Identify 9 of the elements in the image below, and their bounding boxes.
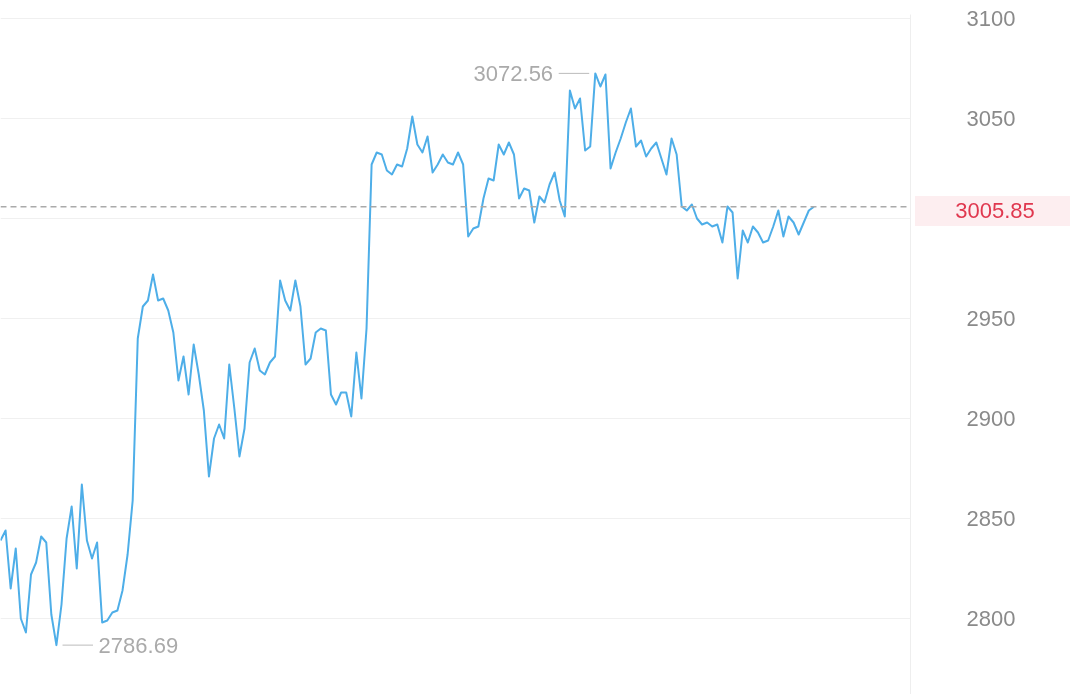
y-tick-label: 3100 — [966, 6, 1016, 31]
y-tick-label: 3050 — [966, 106, 1016, 131]
y-tick-label: 2800 — [966, 606, 1016, 631]
annotation: 2786.69 — [98, 632, 179, 658]
y-tick-label: 2900 — [966, 406, 1016, 431]
y-tick-label: 2850 — [966, 506, 1016, 531]
ref-line-label: 3005.85 — [955, 197, 1035, 226]
annotation: 3072.56 — [473, 60, 554, 86]
y-tick-label: 2950 — [966, 306, 1016, 331]
